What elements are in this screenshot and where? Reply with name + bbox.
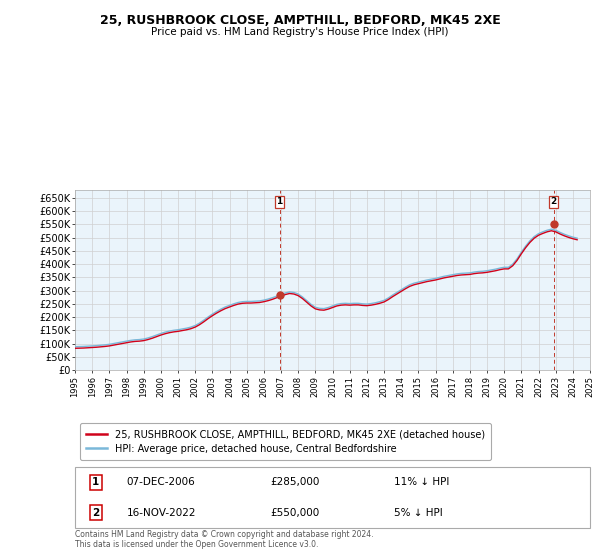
Text: 5% ↓ HPI: 5% ↓ HPI — [394, 508, 443, 518]
Text: Price paid vs. HM Land Registry's House Price Index (HPI): Price paid vs. HM Land Registry's House … — [151, 27, 449, 37]
Text: 11% ↓ HPI: 11% ↓ HPI — [394, 477, 449, 487]
Text: Contains HM Land Registry data © Crown copyright and database right 2024.
This d: Contains HM Land Registry data © Crown c… — [75, 530, 373, 549]
Legend: 25, RUSHBROOK CLOSE, AMPTHILL, BEDFORD, MK45 2XE (detached house), HPI: Average : 25, RUSHBROOK CLOSE, AMPTHILL, BEDFORD, … — [80, 423, 491, 460]
Text: 07-DEC-2006: 07-DEC-2006 — [127, 477, 195, 487]
Text: 2: 2 — [550, 197, 557, 206]
Text: £285,000: £285,000 — [271, 477, 320, 487]
Text: 25, RUSHBROOK CLOSE, AMPTHILL, BEDFORD, MK45 2XE: 25, RUSHBROOK CLOSE, AMPTHILL, BEDFORD, … — [100, 14, 500, 27]
Text: 1: 1 — [92, 477, 99, 487]
Text: 2: 2 — [92, 508, 99, 518]
Text: 1: 1 — [277, 197, 283, 206]
Text: 16-NOV-2022: 16-NOV-2022 — [127, 508, 196, 518]
Text: £550,000: £550,000 — [271, 508, 320, 518]
